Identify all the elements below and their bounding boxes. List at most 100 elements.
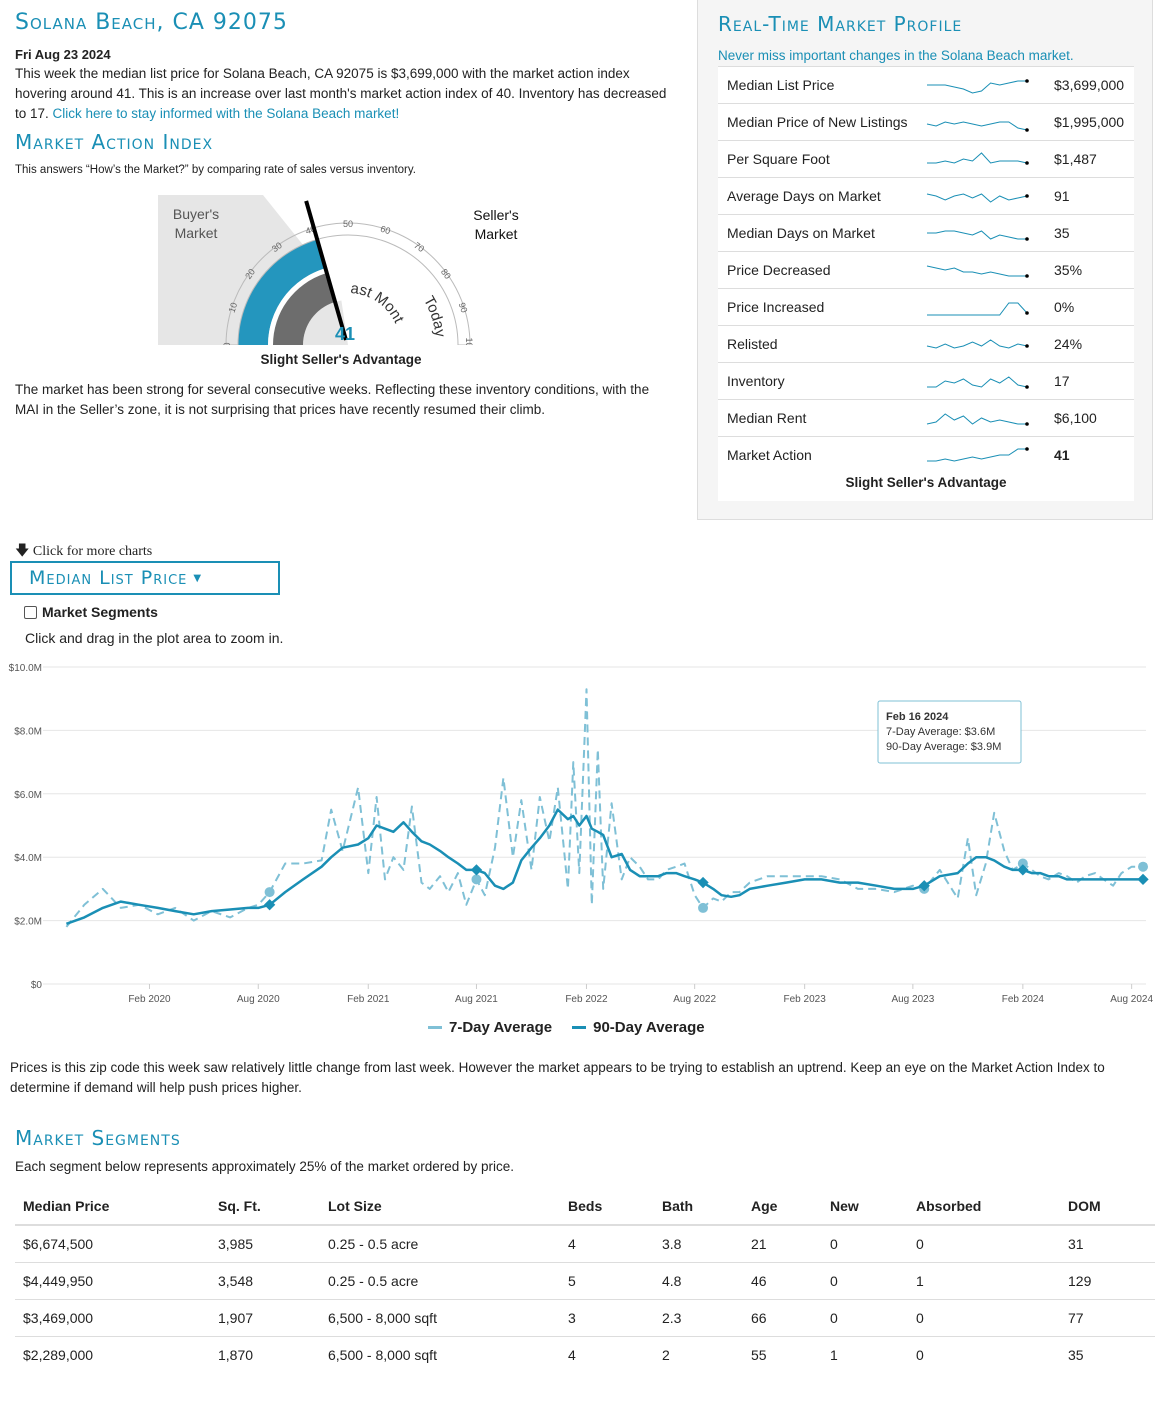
tooltip-box <box>877 700 1022 764</box>
profile-row-value: 24% <box>1054 336 1083 352</box>
x-tick-label: Feb 2020 <box>128 994 171 1005</box>
more-charts-link[interactable]: 🡇 Click for more charts <box>15 540 152 564</box>
legend-90day[interactable]: 90-Day Average <box>572 1019 705 1036</box>
chart-type-dropdown[interactable]: Median List Price ▼ <box>10 561 280 595</box>
profile-row-value: $1,995,000 <box>1054 114 1125 130</box>
sparkline-trend <box>927 448 1027 462</box>
gauge-tick-label: 60 <box>379 224 392 237</box>
segments-column-header: Age <box>743 1188 822 1226</box>
profile-row[interactable]: Inventory 17 <box>718 362 1134 399</box>
sparkline-trend <box>927 80 1027 94</box>
series-90day-marker[interactable] <box>1137 873 1149 886</box>
gauge-last-month-fill <box>273 273 335 345</box>
y-tick-label: $0 <box>31 980 43 991</box>
x-tick-label: Aug 2022 <box>673 994 716 1005</box>
segments-cell: 3,548 <box>210 1262 320 1300</box>
y-tick-label: $10.0M <box>9 663 42 674</box>
segments-cell: 3,985 <box>210 1224 320 1263</box>
series-90day-marker[interactable] <box>697 876 709 889</box>
sparkline <box>927 447 1029 462</box>
profile-row[interactable]: Market Action 41 <box>718 436 1134 473</box>
segments-body: $6,674,500 3,985 0.25 - 0.5 acre 4 3.8 21 0 0 31… <box>15 1224 1155 1373</box>
profile-row[interactable]: Median Rent $6,100 <box>718 399 1134 436</box>
series-90day-line <box>65 808 1143 925</box>
sparkline-trend <box>926 413 1027 425</box>
arrow-down-icon: 🡇 <box>15 544 30 559</box>
legend-90day-label: 90-Day Average <box>593 1019 705 1036</box>
profile-table: Median List Price $3,699,000 Median Price … <box>718 66 1134 473</box>
series-90day-marker[interactable] <box>1017 864 1029 876</box>
series-90day-marker[interactable] <box>470 864 483 876</box>
x-tick-label: Feb 2024 <box>1002 994 1045 1005</box>
gauge-tick-label: 0 <box>222 342 232 345</box>
gauge-tick-label: 70 <box>412 240 426 254</box>
x-tick-label: Aug 2021 <box>455 994 498 1005</box>
profile-row[interactable]: Median Price of New Listings $1,995,000 <box>718 103 1134 140</box>
sparkline-trend <box>927 302 1028 316</box>
segments-cell: 55 <box>743 1336 822 1373</box>
stay-informed-link[interactable]: Click here to stay informed with the Sol… <box>52 106 400 121</box>
profile-row[interactable]: Price Decreased 35% <box>718 251 1134 288</box>
series-7day-marker[interactable] <box>264 887 275 898</box>
profile-footer: Slight Seller's Advantage <box>718 473 1134 501</box>
sellers-label-2: Market <box>475 226 518 242</box>
segments-cell: 0 <box>908 1336 1060 1373</box>
gauge-needle <box>304 200 348 341</box>
segments-header-row: Median Price Sq. Ft. Lot Size Beds Bath Age Ne… <box>15 1188 1155 1226</box>
sparkline <box>927 230 1029 241</box>
profile-title: Real-Time Market Profile <box>718 12 963 36</box>
segments-cell: 1 <box>822 1336 908 1373</box>
segments-column-header: New <box>822 1188 908 1226</box>
profile-row[interactable]: Median Days on Market 35 <box>718 214 1134 251</box>
x-tick-label: Feb 2023 <box>784 994 827 1005</box>
segments-cell: $6,674,500 <box>15 1224 210 1263</box>
legend-7day[interactable]: 7-Day Average <box>428 1019 552 1036</box>
gauge-today-fill <box>238 239 326 345</box>
market-segments-checkbox[interactable]: Market Segments <box>24 604 158 620</box>
profile-row-value: 41 <box>1054 447 1070 463</box>
profile-row[interactable]: Median List Price $3,699,000 <box>718 66 1134 103</box>
series-7day-marker[interactable] <box>471 874 482 885</box>
profile-row-value: 35 <box>1054 225 1070 241</box>
sparkline-trend <box>927 152 1028 164</box>
series-7day-marker[interactable] <box>1017 858 1028 869</box>
more-charts-label: Click for more charts <box>32 544 153 559</box>
segments-cell: $3,469,000 <box>15 1299 210 1337</box>
page-title: Solana Beach, CA 92075 <box>15 10 288 35</box>
profile-row[interactable]: Relisted 24% <box>718 325 1134 362</box>
profile-row[interactable]: Price Increased 0% <box>718 288 1134 325</box>
x-tick-label: Aug 2024 <box>1110 994 1153 1005</box>
sparkline-end-dot <box>1025 447 1029 451</box>
segments-cell: 0.25 - 0.5 acre <box>320 1224 560 1263</box>
sparkline-trend <box>926 265 1027 277</box>
checkbox-box[interactable] <box>24 605 37 619</box>
intro-text: This week the median list price for Sola… <box>15 66 667 121</box>
sellers-zone <box>263 195 534 345</box>
chart-tooltip: Feb 16 2024 7-Day Average: $3.6M 90-Day … <box>877 700 1022 764</box>
series-7day-marker[interactable] <box>1138 861 1149 872</box>
sparkline <box>927 79 1029 94</box>
legend-7day-swatch <box>428 1026 442 1029</box>
sparkline-trend <box>926 121 1028 131</box>
summary-section: Solana Beach, CA 92075 Fri Aug 23 2024 T… <box>15 10 675 176</box>
series-90day-marker[interactable] <box>263 899 276 911</box>
gauge-tick-label: 10 <box>227 301 240 314</box>
sparkline-end-dot <box>1025 194 1029 198</box>
profile-row-label: Median List Price <box>727 77 835 93</box>
segments-cell: 2.3 <box>654 1299 743 1337</box>
sellers-label-1: Seller's <box>473 207 518 223</box>
sparkline <box>926 413 1029 426</box>
segments-cell: 0 <box>908 1299 1060 1337</box>
series-7day-marker[interactable] <box>698 902 709 913</box>
profile-row[interactable]: Per Square Foot $1,487 <box>718 140 1134 177</box>
median-list-price-chart[interactable]: $0 $2.0M $4.0M $6.0M $8.0M $10.0M Feb 2020 Aug… <box>0 655 1166 1015</box>
gauge-tick-label: 80 <box>439 267 453 281</box>
report-date: Fri Aug 23 2024 <box>15 47 111 62</box>
gauge-caption: Slight Seller's Advantage <box>260 352 422 367</box>
segments-row: $6,674,500 3,985 0.25 - 0.5 acre 4 3.8 21 0 0 31 <box>15 1224 1155 1263</box>
profile-row-value: 17 <box>1054 373 1070 389</box>
segments-column-header: Sq. Ft. <box>210 1188 320 1226</box>
profile-row[interactable]: Average Days on Market 91 <box>718 177 1134 214</box>
segments-cell: 5 <box>560 1262 654 1300</box>
segments-title: Market Segments <box>15 1126 181 1150</box>
